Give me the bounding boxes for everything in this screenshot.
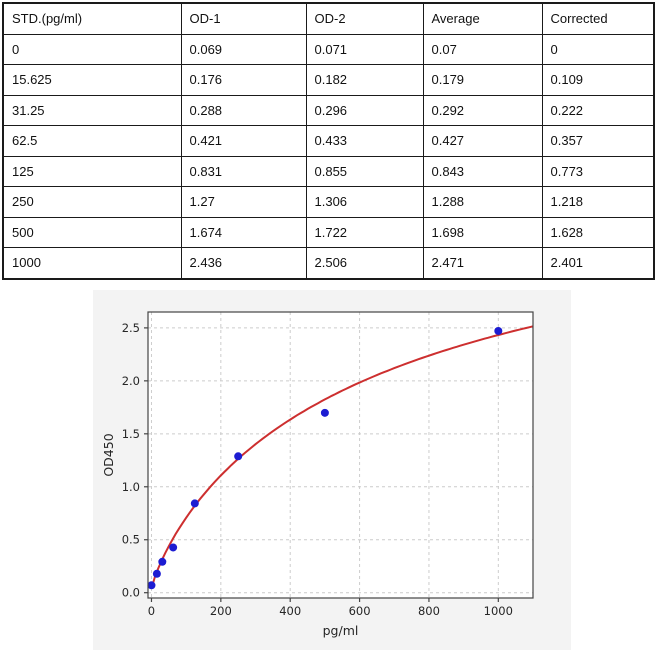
table-cell: 1.698: [422, 216, 543, 248]
column-header: Corrected: [541, 2, 655, 35]
x-tick-label: 800: [418, 604, 440, 618]
table-cell: 0.182: [305, 64, 424, 96]
standard-table-body: 0 0.069 0.071 0.07 0 15.625 0.176 0.182 0.179 0.1…: [2, 33, 655, 279]
table-cell: 0.07: [422, 33, 543, 65]
table-cell: 0: [2, 33, 182, 65]
column-header: Average: [422, 2, 543, 35]
table-row: 0 0.069 0.071 0.07 0: [2, 33, 655, 65]
table-cell: 0.427: [422, 125, 543, 157]
data-point: [234, 452, 243, 461]
table-cell: 0.773: [541, 155, 655, 187]
data-point: [190, 499, 199, 508]
x-tick-label: 200: [210, 604, 232, 618]
column-header: STD.(pg/ml): [2, 2, 182, 35]
table-cell: 0.288: [180, 94, 307, 126]
table-cell: 500: [2, 216, 182, 248]
data-point: [169, 543, 178, 552]
table-cell: 1.306: [305, 186, 424, 218]
data-point: [152, 569, 161, 578]
table-cell: 1.674: [180, 216, 307, 248]
table-cell: 0: [541, 33, 655, 65]
table-row: 500 1.674 1.722 1.698 1.628: [2, 216, 655, 248]
table-cell: 0.179: [422, 64, 543, 96]
table-row: 31.25 0.288 0.296 0.292 0.222: [2, 94, 655, 126]
y-tick-label: 0.0: [122, 586, 140, 600]
fitted-curve: [150, 325, 534, 589]
table-cell: 0.421: [180, 125, 307, 157]
table-cell: 1.628: [541, 216, 655, 248]
table-cell: 1000: [2, 247, 182, 279]
standard-curve-figure: 0 200 400 600 800 1000 0.0 0.5 1.0 1.5 2.0 2.5 pg/ml…: [93, 290, 571, 650]
y-tick-label: 2.5: [122, 321, 140, 335]
table-row: 1000 2.436 2.506 2.471 2.401: [2, 247, 655, 279]
standard-table-header: STD.(pg/ml) OD-1 OD-2 Average Corrected: [2, 2, 655, 35]
table-cell: 2.506: [305, 247, 424, 279]
table-cell: 0.071: [305, 33, 424, 65]
header-row: STD.(pg/ml) OD-1 OD-2 Average Corrected: [2, 2, 655, 35]
table-cell: 1.288: [422, 186, 543, 218]
y-axis-label: OD450: [101, 433, 116, 476]
table-cell: 2.436: [180, 247, 307, 279]
y-tick-label: 2.0: [122, 374, 140, 388]
table-row: 250 1.27 1.306 1.288 1.218: [2, 186, 655, 218]
table-cell: 0.855: [305, 155, 424, 187]
data-point: [320, 408, 329, 417]
table-row: 62.5 0.421 0.433 0.427 0.357: [2, 125, 655, 157]
standard-curve-chart: 0 200 400 600 800 1000 0.0 0.5 1.0 1.5 2.0 2.5 pg/ml…: [101, 311, 534, 638]
table-cell: 0.433: [305, 125, 424, 157]
table-cell: 0.296: [305, 94, 424, 126]
table-cell: 62.5: [2, 125, 182, 157]
table-cell: 15.625: [2, 64, 182, 96]
table-cell: 125: [2, 155, 182, 187]
table-cell: 0.109: [541, 64, 655, 96]
table-cell: 31.25: [2, 94, 182, 126]
data-point: [494, 326, 503, 335]
x-tick-label: 400: [279, 604, 301, 618]
table-cell: 1.218: [541, 186, 655, 218]
y-tick-label: 0.5: [122, 533, 140, 547]
table-cell: 0.069: [180, 33, 307, 65]
column-header: OD-1: [180, 2, 307, 35]
y-tick-label: 1.0: [122, 480, 140, 494]
x-axis-label: pg/ml: [323, 623, 359, 638]
standard-table: STD.(pg/ml) OD-1 OD-2 Average Corrected 0 0.0…: [2, 2, 655, 280]
table-cell: 2.401: [541, 247, 655, 279]
data-point: [147, 581, 156, 590]
y-tick-label: 1.5: [122, 427, 140, 441]
table-cell: 1.722: [305, 216, 424, 248]
data-point: [158, 557, 167, 566]
table-cell: 0.292: [422, 94, 543, 126]
x-tick-label: 0: [148, 604, 155, 618]
table-cell: 0.357: [541, 125, 655, 157]
table-row: 125 0.831 0.855 0.843 0.773: [2, 155, 655, 187]
table-cell: 2.471: [422, 247, 543, 279]
table-row: 15.625 0.176 0.182 0.179 0.109: [2, 64, 655, 96]
table-cell: 0.843: [422, 155, 543, 187]
x-tick-label: 1000: [484, 604, 513, 618]
table-cell: 0.176: [180, 64, 307, 96]
plot-area: [148, 312, 533, 598]
table-cell: 0.222: [541, 94, 655, 126]
x-tick-label: 600: [349, 604, 371, 618]
axes-spines: [147, 311, 534, 599]
table-cell: 250: [2, 186, 182, 218]
table-cell: 0.831: [180, 155, 307, 187]
column-header: OD-2: [305, 2, 424, 35]
table-cell: 1.27: [180, 186, 307, 218]
